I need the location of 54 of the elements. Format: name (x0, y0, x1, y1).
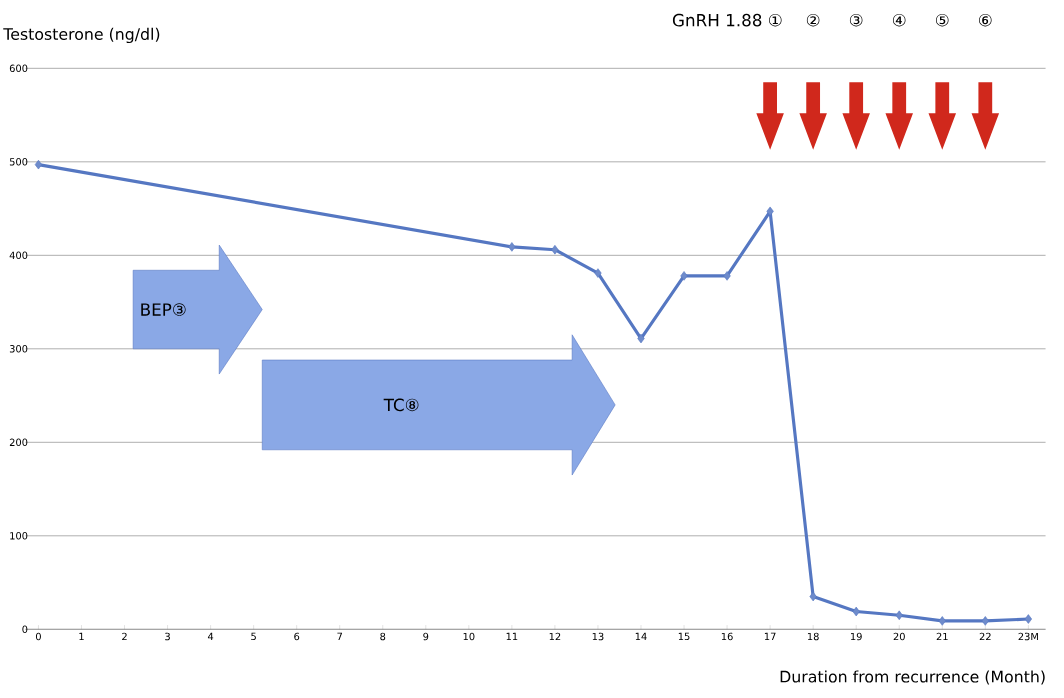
text: ③ (849, 13, 863, 27)
x-tick-label: 13 (592, 632, 604, 640)
x-tick-label: 14 (635, 632, 647, 640)
x-tick-label: 16 (721, 632, 733, 640)
point (766, 206, 774, 216)
x-tick-label: 20 (893, 632, 905, 640)
point (551, 244, 559, 255)
x-tick-label: 0 (35, 632, 41, 640)
point (680, 270, 688, 281)
x-tick-label: 1 (79, 632, 84, 640)
y-axis-title: Testosterone (ng/dl) (3, 27, 160, 43)
annotation: BEP③ (141, 303, 186, 316)
x-tick-label: 17 (764, 632, 776, 640)
text: ⑥ (979, 13, 992, 27)
x-tick-label: 4 (207, 632, 214, 640)
x-tick-label: 3 (165, 632, 170, 640)
x-tick-label: 11 (506, 632, 518, 640)
text: ④ (892, 13, 906, 27)
point (895, 610, 903, 620)
point (594, 268, 602, 278)
text: GnRH 1.88 ① (672, 13, 782, 27)
point (981, 615, 989, 626)
point (852, 606, 860, 617)
point (723, 270, 731, 281)
x-tick-label: 15 (678, 632, 690, 640)
point (938, 615, 946, 626)
x-axis-title: Duration from recurrence (Month) (780, 670, 1045, 685)
x-tick-label: 10 (463, 632, 475, 640)
y-tick-label: 200 (9, 438, 28, 446)
annotation: TC⑧ (383, 398, 419, 412)
y-tick-label: 600 (9, 64, 28, 72)
x-tick-label: 21 (936, 632, 948, 640)
x-tick-label: 5 (251, 632, 256, 640)
x-tick-label: 12 (549, 632, 561, 640)
point (34, 159, 43, 170)
x-tick-label: 18 (807, 632, 819, 640)
x-tick-label: 7 (337, 632, 343, 640)
point (508, 241, 516, 252)
y-tick-label: 500 (9, 157, 28, 166)
text: ② (806, 13, 820, 27)
y-tick-label: 100 (10, 531, 28, 540)
y-tick-label: 0 (22, 625, 28, 633)
x-tick-label: 19 (851, 632, 862, 640)
x-tick-label: 22 (979, 632, 991, 640)
x-tick-label: 6 (294, 632, 300, 640)
x-tick-label: 23M (1018, 632, 1038, 640)
x-tick-label: 9 (423, 632, 429, 640)
x-tick-label: 8 (380, 632, 386, 640)
point (637, 333, 645, 344)
y-tick-label: 400 (9, 251, 28, 259)
point (1024, 614, 1032, 624)
x-tick-label: 2 (122, 632, 127, 640)
y-tick-label: 300 (9, 344, 28, 353)
text: ⑤ (935, 13, 949, 27)
